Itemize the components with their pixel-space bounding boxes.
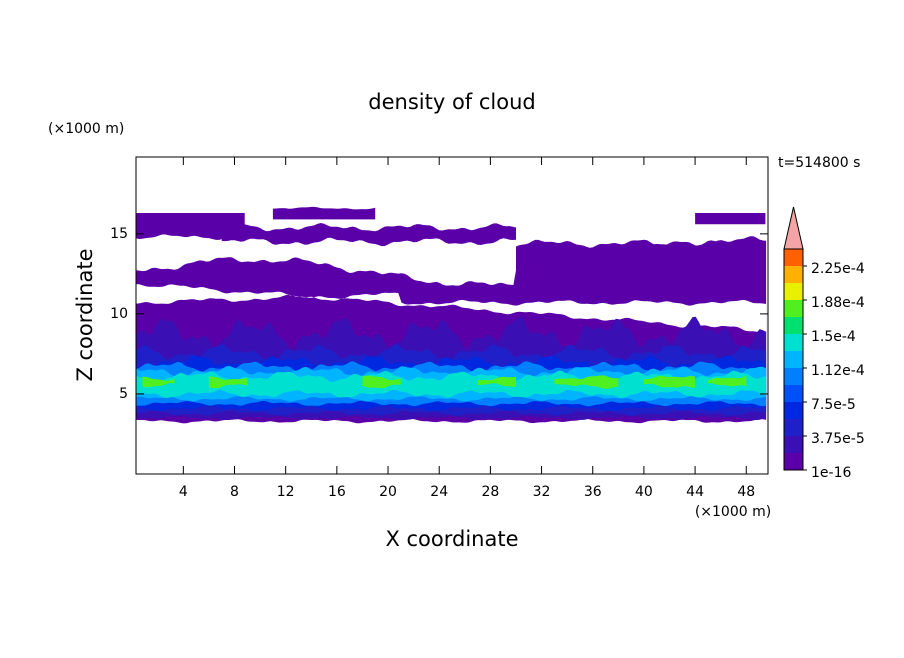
plot-frame bbox=[135, 156, 769, 475]
x-tick-label: 44 bbox=[686, 484, 704, 500]
colorbar-band bbox=[784, 351, 803, 368]
contour-band bbox=[272, 206, 376, 220]
x-tick-label: 40 bbox=[635, 484, 653, 500]
x-tick-label: 36 bbox=[584, 484, 602, 500]
colorbar-band bbox=[784, 453, 803, 470]
contour-band bbox=[695, 213, 766, 225]
colorbar-band bbox=[784, 436, 803, 453]
x-tick-label: 12 bbox=[277, 484, 295, 500]
colorbar-tick-label: 1.12e-4 bbox=[811, 363, 865, 379]
contour-band bbox=[221, 223, 516, 247]
contour-band bbox=[516, 239, 766, 294]
colorbar-band bbox=[784, 334, 803, 351]
contour-field bbox=[136, 206, 767, 424]
colorbar-tick-label: 2.25e-4 bbox=[811, 261, 865, 277]
colorbar-tick-label: 1e-16 bbox=[811, 465, 851, 481]
colorbar-extend bbox=[783, 206, 804, 250]
x-axis-label: X coordinate bbox=[385, 527, 518, 551]
colorbar-band bbox=[784, 402, 803, 419]
contour-band bbox=[136, 370, 767, 399]
contour-band bbox=[362, 375, 401, 389]
chart-title: density of cloud bbox=[368, 90, 535, 114]
x-unit: (×1000 m) bbox=[695, 504, 771, 520]
colorbar-tick-label: 3.75e-5 bbox=[811, 431, 865, 447]
empty-region bbox=[136, 284, 767, 333]
colorbar-band bbox=[784, 283, 803, 300]
x-tick-label: 20 bbox=[379, 484, 397, 500]
x-tick-label: 28 bbox=[481, 484, 499, 500]
x-tick-label: 48 bbox=[737, 484, 755, 500]
x-tick-label: 32 bbox=[533, 484, 551, 500]
colorbar-tick-label: 1.88e-4 bbox=[811, 295, 865, 311]
y-tick-label: 10 bbox=[110, 306, 128, 322]
colorbar-frame bbox=[783, 248, 804, 471]
contour-band bbox=[554, 375, 619, 389]
contour-band bbox=[136, 213, 245, 240]
x-tick-label: 8 bbox=[230, 484, 239, 500]
colorbar-band bbox=[784, 249, 803, 266]
y-tick-label: 15 bbox=[110, 226, 128, 242]
contour-band bbox=[142, 376, 175, 388]
colorbar-band bbox=[784, 385, 803, 402]
colorbar-tick-label: 1.5e-4 bbox=[811, 329, 856, 345]
y-unit: (×1000 m) bbox=[48, 121, 124, 137]
contour-band bbox=[208, 376, 248, 389]
contour-band bbox=[707, 375, 747, 387]
colorbar-band bbox=[784, 419, 803, 436]
colorbar-tick-label: 7.5e-5 bbox=[811, 397, 856, 413]
colorbar-band bbox=[784, 368, 803, 385]
contour-band bbox=[477, 376, 516, 388]
colorbar-band bbox=[784, 266, 803, 283]
time-label: t=514800 s bbox=[778, 155, 860, 171]
colorbar-band bbox=[784, 317, 803, 334]
y-axis-label: Z coordinate bbox=[73, 248, 97, 381]
x-tick-label: 4 bbox=[179, 484, 188, 500]
contour-band bbox=[643, 375, 696, 388]
x-tick-label: 16 bbox=[328, 484, 346, 500]
x-tick-label: 24 bbox=[430, 484, 448, 500]
colorbar-band bbox=[784, 300, 803, 317]
y-tick-label: 5 bbox=[119, 386, 128, 402]
